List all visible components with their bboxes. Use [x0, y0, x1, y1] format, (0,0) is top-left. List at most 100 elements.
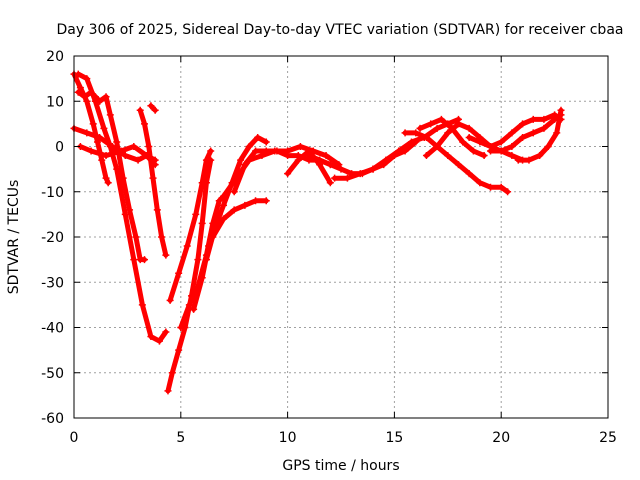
- data-point-marker: [337, 165, 345, 173]
- data-point-marker: [444, 152, 452, 160]
- data-point-marker: [382, 156, 390, 164]
- data-point-marker: [553, 129, 561, 137]
- grid-layer: [74, 56, 608, 418]
- data-point-marker: [271, 147, 279, 155]
- series-track-7: [136, 106, 170, 259]
- data-point-marker: [164, 387, 172, 395]
- data-point-marker: [557, 106, 565, 114]
- data-point-marker: [497, 147, 505, 155]
- data-point-marker: [444, 129, 452, 137]
- data-point-marker: [215, 197, 223, 205]
- data-point-marker: [102, 152, 110, 160]
- data-point-marker: [326, 179, 334, 187]
- data-point-marker: [465, 170, 473, 178]
- data-point-marker: [284, 147, 292, 155]
- data-point-marker: [183, 242, 191, 250]
- data-point-marker: [258, 152, 266, 160]
- data-point-marker: [93, 138, 101, 146]
- data-point-marker: [476, 138, 484, 146]
- data-point-marker: [422, 152, 430, 160]
- data-point-marker: [316, 156, 324, 164]
- data-point-marker: [185, 301, 193, 309]
- data-point-marker: [87, 88, 95, 96]
- data-point-marker: [433, 143, 441, 150]
- y-tick-label: -40: [41, 321, 64, 337]
- data-point-marker: [232, 174, 240, 182]
- series-track-10: [166, 147, 215, 304]
- data-point-marker: [343, 174, 351, 182]
- tick-layer: 0 5 10 15 20 25 -60 -50 -40 -30 -20 -10 0 10 20: [41, 49, 617, 446]
- data-point-marker: [487, 147, 495, 155]
- data-point-marker: [83, 75, 91, 83]
- data-point-marker: [356, 170, 364, 178]
- data-point-marker: [192, 210, 200, 218]
- data-point-marker: [433, 124, 441, 132]
- data-point-marker: [209, 233, 217, 241]
- data-point-marker: [76, 84, 84, 92]
- y-tick-label: 20: [46, 49, 64, 65]
- data-point-marker: [175, 346, 183, 354]
- data-point-marker: [102, 174, 110, 182]
- data-point-marker: [220, 192, 228, 200]
- data-point-marker: [121, 210, 129, 218]
- data-point-marker: [96, 97, 104, 105]
- data-point-marker: [132, 233, 140, 241]
- x-axis-label: GPS time / hours: [282, 458, 399, 474]
- data-point-marker: [177, 324, 185, 331]
- data-point-marker: [459, 138, 467, 146]
- data-point-marker: [262, 138, 270, 146]
- data-point-marker: [412, 129, 420, 137]
- data-point-marker: [245, 143, 253, 150]
- series-track-25: [514, 106, 565, 164]
- data-point-marker: [130, 256, 138, 264]
- series-line: [137, 107, 169, 258]
- series-track-16: [220, 143, 343, 200]
- data-point-marker: [529, 129, 537, 137]
- data-point-marker: [147, 102, 155, 110]
- data-point-marker: [134, 156, 142, 164]
- data-point-marker: [74, 88, 82, 96]
- data-point-marker: [497, 183, 505, 191]
- data-point-marker: [544, 143, 552, 150]
- data-point-marker: [147, 333, 155, 341]
- data-point-marker: [514, 156, 522, 164]
- x-tick-label: 10: [279, 430, 297, 446]
- data-point-marker: [202, 156, 210, 164]
- data-point-marker: [294, 156, 302, 164]
- data-point-marker: [140, 120, 148, 128]
- data-point-marker: [465, 133, 473, 141]
- data-point-marker: [104, 179, 112, 187]
- data-point-marker: [81, 93, 89, 101]
- data-point-marker: [407, 138, 415, 146]
- data-point-marker: [100, 124, 108, 132]
- data-point-marker: [508, 143, 516, 150]
- data-point-marker: [220, 215, 228, 223]
- data-point-marker: [220, 201, 228, 209]
- data-point-marker: [296, 143, 304, 150]
- data-point-marker: [83, 97, 91, 105]
- data-point-marker: [91, 93, 99, 101]
- data-point-marker: [119, 174, 127, 182]
- data-point-marker: [168, 369, 176, 377]
- data-point-marker: [198, 219, 206, 227]
- data-point-marker: [117, 147, 125, 155]
- data-point-marker: [151, 106, 159, 114]
- data-point-marker: [83, 129, 91, 137]
- data-point-marker: [519, 120, 527, 128]
- series-line: [402, 130, 511, 195]
- data-point-marker: [166, 296, 174, 304]
- data-point-marker: [326, 161, 334, 169]
- x-tick-label: 15: [385, 430, 403, 446]
- data-point-marker: [305, 152, 313, 160]
- data-point-marker: [190, 305, 198, 313]
- data-point-marker: [87, 147, 95, 155]
- data-point-marker: [198, 274, 206, 282]
- data-point-marker: [145, 143, 153, 150]
- data-point-marker: [427, 120, 435, 128]
- data-point-marker: [536, 152, 544, 160]
- x-tick-label: 0: [70, 430, 79, 446]
- data-point-marker: [529, 115, 537, 123]
- series-line: [221, 144, 342, 199]
- data-point-marker: [395, 147, 403, 155]
